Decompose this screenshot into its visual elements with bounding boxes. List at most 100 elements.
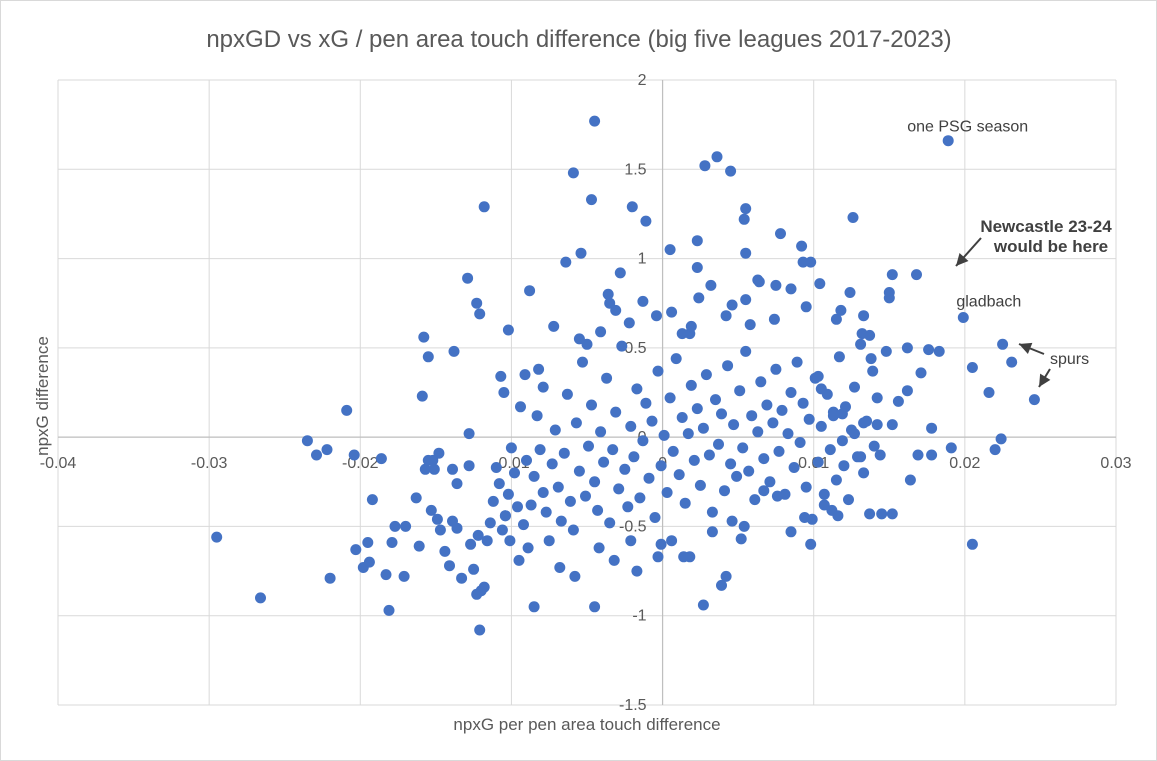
data-point [366,494,378,506]
data-point [626,201,638,213]
data-point [785,387,797,398]
data-point [471,297,483,309]
data-point [560,256,572,268]
data-point [465,538,477,550]
data-point [427,454,439,466]
data-point [425,504,437,516]
axes: -0.04-0.03-0.02-0.0100.010.020.03-1.5-1-… [40,72,1132,714]
data-point [731,470,743,482]
y-axis-label: npxG difference [33,336,52,456]
annotation-arrows [955,237,1051,388]
x-tick-label: -0.01 [493,455,530,472]
data-point [716,579,727,591]
spurs-arrow-1-head [1019,342,1033,355]
data-point [844,287,856,298]
data-point [743,465,755,477]
annotations: one PSG season Newcastle 23-24 would be … [907,119,1112,388]
data-point [826,504,838,516]
data-point [722,360,734,372]
data-point [540,506,552,518]
data-point [555,515,567,527]
data-point [805,538,817,550]
data-point [725,165,737,177]
data-point [685,320,697,332]
data-point [518,519,529,531]
data-point [487,495,499,507]
data-point [528,470,540,482]
data-point [865,353,877,365]
annotation-psg: one PSG season [907,119,1028,136]
data-point [691,262,703,273]
data-point [531,410,543,422]
data-point [666,306,678,318]
data-point [472,529,484,541]
data-point [676,412,688,423]
spurs-arrow-2-head [1039,373,1051,387]
data-point [966,362,978,373]
data-point [533,363,545,375]
annotation-gladbach: gladbach [956,294,1021,311]
data-point [983,387,995,398]
data-point [933,345,945,357]
data-point [737,442,749,454]
data-point [700,369,712,381]
data-point [703,449,715,461]
highlighted-point [1028,394,1040,406]
data-point [775,228,786,240]
data-point [444,560,455,572]
data-point [324,572,336,584]
y-tick-label: -1 [632,608,646,625]
data-point [830,313,842,325]
data-point [655,460,667,472]
x-tick-label: -0.02 [342,455,379,472]
data-point [661,487,673,498]
data-point [595,326,607,338]
data-point [886,508,898,520]
y-tick-label: 1 [638,251,647,268]
y-tick-label: -1.5 [619,697,647,714]
data-point [592,504,604,516]
data-point [652,365,664,377]
data-point [886,269,898,281]
data-point [586,399,597,411]
data-point [418,331,430,343]
data-point [348,449,360,461]
data-point [484,517,496,529]
data-point [493,478,505,490]
y-tick-label: -0.5 [619,518,647,535]
data-point [995,433,1007,445]
data-point [631,565,643,577]
data-point [522,542,534,554]
data-point [456,572,468,584]
data-point [868,440,880,452]
data-point [892,395,904,407]
data-point [558,447,570,459]
data-point [726,515,738,527]
data-point [431,513,443,525]
data-point [643,472,655,484]
data-point [580,490,591,502]
data-point [490,462,502,473]
data-point [710,394,721,406]
data-point [776,404,788,416]
data-point [604,517,616,529]
y-tick-label: 0.5 [624,340,646,357]
data-point [451,478,463,490]
data-point [625,420,637,432]
data-point [694,479,706,491]
data-point [758,485,770,497]
data-point [616,340,628,352]
data-point [575,247,587,259]
highlighted-point [997,338,1009,350]
data-point [713,438,724,450]
data-point [835,304,847,316]
data-point [728,419,740,431]
data-point [815,420,827,432]
data-point [785,283,797,295]
data-point [515,401,526,413]
data-point [706,526,718,538]
data-point [788,462,800,473]
data-point [504,535,516,547]
data-point [768,313,780,325]
data-point [383,604,395,616]
